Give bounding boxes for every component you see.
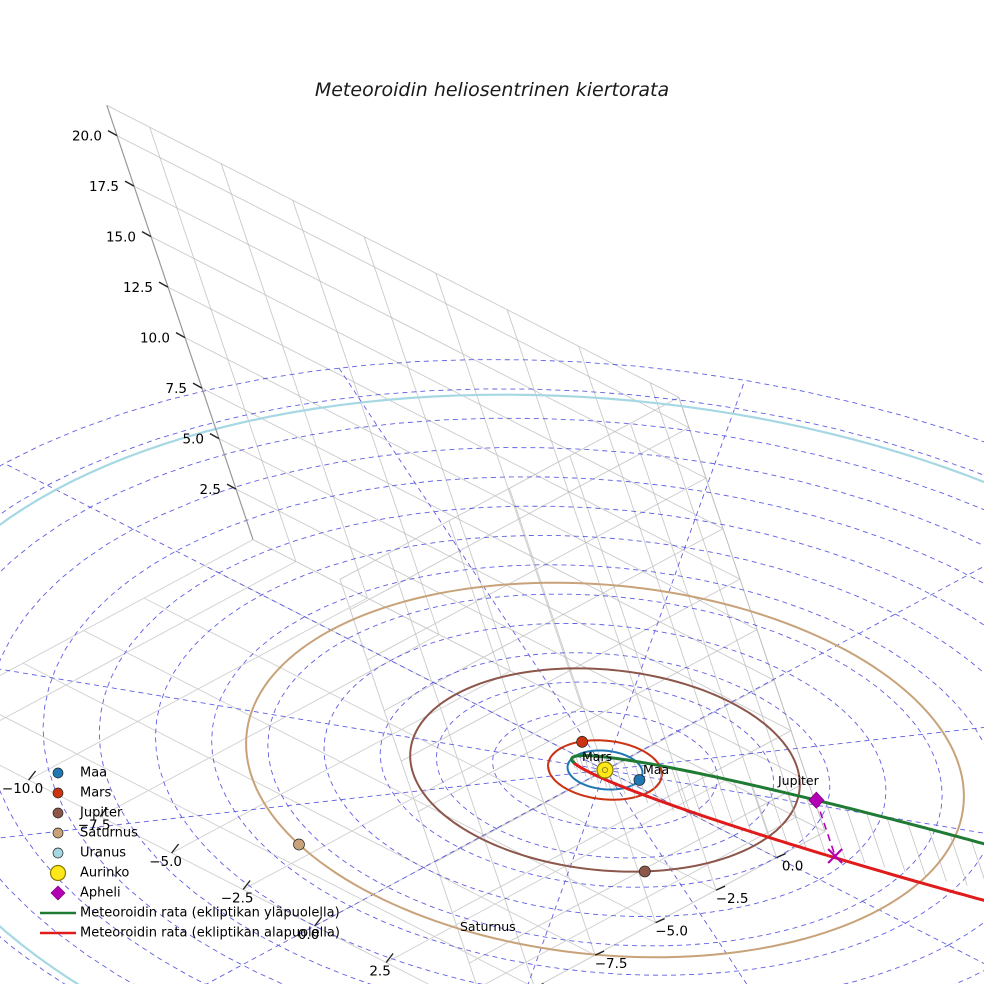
z-tick	[175, 331, 186, 339]
orbit-below-ecliptic	[571, 760, 984, 902]
legend-aphelion-label: Apheli	[80, 886, 121, 901]
y-tick-label: −5.0	[655, 924, 688, 940]
z-tick-label: 12.5	[123, 280, 153, 296]
x-tick	[171, 843, 180, 854]
z-tick-label: 5.0	[183, 432, 204, 448]
x-tick-label: 0.0	[298, 927, 319, 943]
label-jupiter: Jupiter	[777, 773, 820, 788]
legend-jupiter-label: Jupiter	[79, 806, 123, 821]
x-tick	[314, 916, 323, 927]
wall-left-grid	[106, 104, 826, 833]
orbit-above-ecliptic	[571, 759, 575, 764]
x-tick-label: −5.0	[149, 854, 182, 870]
planet-orbits	[0, 393, 984, 984]
z-tick	[226, 483, 237, 490]
body-mars	[576, 735, 588, 748]
legend-earth-marker	[52, 767, 64, 779]
z-tick	[141, 230, 152, 238]
z-tick	[107, 129, 118, 137]
orbit-uranus	[0, 393, 984, 984]
legend-uranus-marker	[52, 847, 64, 859]
legend-saturn-label: Saturnus	[80, 826, 138, 841]
celestial-bodies	[293, 735, 651, 878]
legend-jupiter-marker	[52, 807, 64, 819]
x-tick-label: −2.5	[221, 891, 254, 907]
z-tick	[158, 281, 169, 288]
legend-orbit-below-label: Meteoroidin rata (ekliptikan alapuolella…	[80, 926, 340, 941]
sun-inner-ring	[601, 766, 609, 774]
aphelion-marker	[808, 791, 825, 809]
aphelion-group	[808, 791, 843, 864]
z-tick	[124, 180, 135, 187]
legend-uranus-label: Uranus	[80, 846, 126, 861]
polar-grid	[0, 359, 984, 984]
legend-sun-label: Aurinko	[80, 866, 129, 881]
x-tick	[385, 953, 394, 963]
y-tick-label: 0.0	[782, 859, 803, 875]
x-tick	[28, 770, 37, 781]
y-tick	[776, 852, 786, 859]
z-tick	[192, 382, 203, 389]
legend-earth-label: Maa	[80, 766, 107, 781]
legend-aphelion-marker	[50, 885, 66, 901]
y-tick	[655, 917, 665, 924]
legend-mars-marker	[52, 787, 64, 799]
legend: Maa Mars Jupiter Saturnus Uranus Aurinko Aphel…	[40, 766, 340, 941]
z-tick	[209, 432, 220, 440]
z-tick-label: 20.0	[72, 129, 102, 145]
aphelion-projection-marker	[827, 848, 843, 864]
body-saturnus	[293, 838, 305, 851]
z-tick-label: 7.5	[166, 381, 187, 397]
legend-sun-marker	[49, 864, 67, 882]
x-tick-label: −10.0	[2, 781, 43, 797]
y-tick	[715, 885, 726, 891]
label-mars: Mars	[582, 749, 612, 764]
body-maa	[633, 774, 646, 786]
x-tick-label: −7.5	[78, 818, 111, 834]
y-tick-label: −7.5	[595, 956, 628, 972]
aphelion-connector	[815, 799, 836, 857]
legend-orbit-above-label: Meteoroidin rata (ekliptikan yläpuolella…	[80, 906, 340, 921]
meteoroid-orbit	[570, 754, 984, 902]
label-saturn: Saturnus	[460, 919, 516, 934]
legend-mars-label: Mars	[80, 786, 112, 801]
page-title: Meteoroidin heliosentrinen kiertorata	[315, 79, 669, 101]
wall-right-grid	[339, 396, 826, 984]
z-tick-label: 15.0	[106, 230, 136, 246]
orbit-jupiter	[409, 667, 801, 873]
legend-saturn-marker	[52, 827, 64, 839]
orbit-saturnus	[245, 581, 965, 959]
z-tick-label: 2.5	[200, 482, 221, 498]
body-sun	[596, 761, 614, 779]
z-tick-label: 17.5	[89, 179, 119, 195]
x-tick-label: 2.5	[369, 964, 390, 980]
x-tick	[99, 807, 108, 817]
y-tick-label: −2.5	[716, 891, 749, 907]
body-jupiter	[638, 865, 651, 878]
z-tick-label: 10.0	[140, 331, 170, 347]
x-tick	[242, 880, 251, 890]
y-tick	[594, 950, 605, 956]
z-axis-line	[106, 105, 254, 540]
axis-ticks: 2.55.07.510.012.515.017.520.0−12.5−10.0−…	[2, 105, 803, 984]
label-earth: Maa	[643, 762, 669, 777]
body-labels: Mars Maa Jupiter Saturnus	[460, 749, 820, 934]
